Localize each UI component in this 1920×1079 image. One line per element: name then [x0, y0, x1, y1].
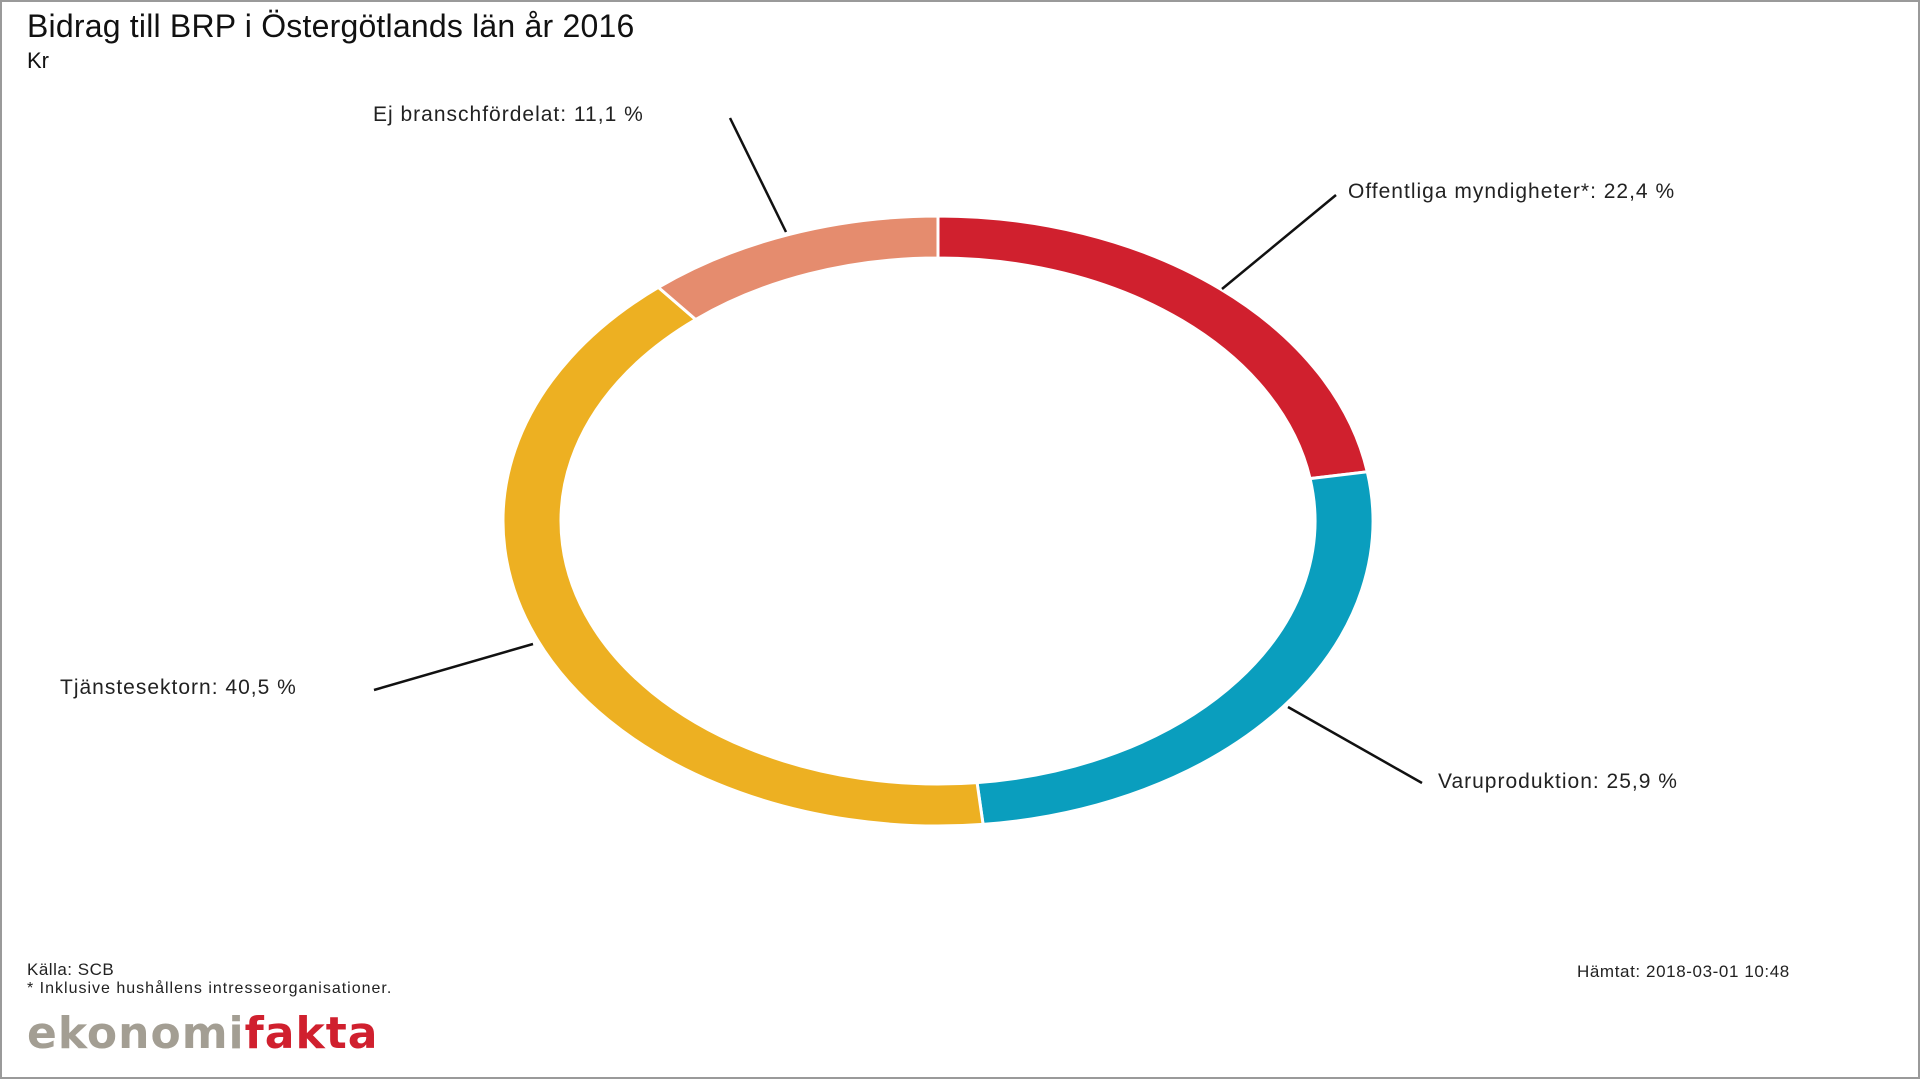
slice-varuproduktion: [975, 470, 1375, 826]
chart-subtitle: Kr: [27, 48, 49, 73]
chart-title: Bidrag till BRP i Östergötlands län år 2…: [27, 8, 635, 44]
slice-offentliga-myndigheter: [936, 214, 1370, 481]
leader-line-ej: [728, 117, 788, 233]
fetched-timestamp: Hämtat: 2018-03-01 10:48: [1577, 962, 1790, 981]
leader-line-offentliga: [1221, 194, 1337, 290]
slice-ej-branschfordelat: [655, 214, 940, 322]
ekonomifakta-logo: ekonomifakta: [27, 1012, 378, 1056]
source-text: Källa: SCB: [27, 960, 115, 979]
leader-line-tjanste: [373, 642, 534, 692]
logo-part-ekonomi: ekonomi: [27, 1008, 245, 1059]
logo-part-fakta: fakta: [244, 1008, 379, 1059]
label-offentliga-myndigheter: Offentliga myndigheter*: 22,4 %: [1348, 180, 1676, 203]
slice-tjanstesektorn: [501, 285, 985, 828]
footnote-text: * Inklusive hushållens intresseorganisat…: [27, 980, 393, 997]
leader-line-varu: [1287, 705, 1423, 785]
label-varuproduktion: Varuproduktion: 25,9 %: [1438, 770, 1678, 793]
label-tjanstesektorn: Tjänstesektorn: 40,5 %: [60, 676, 297, 699]
label-ej-branschfordelat: Ej branschfördelat: 11,1 %: [373, 103, 644, 126]
